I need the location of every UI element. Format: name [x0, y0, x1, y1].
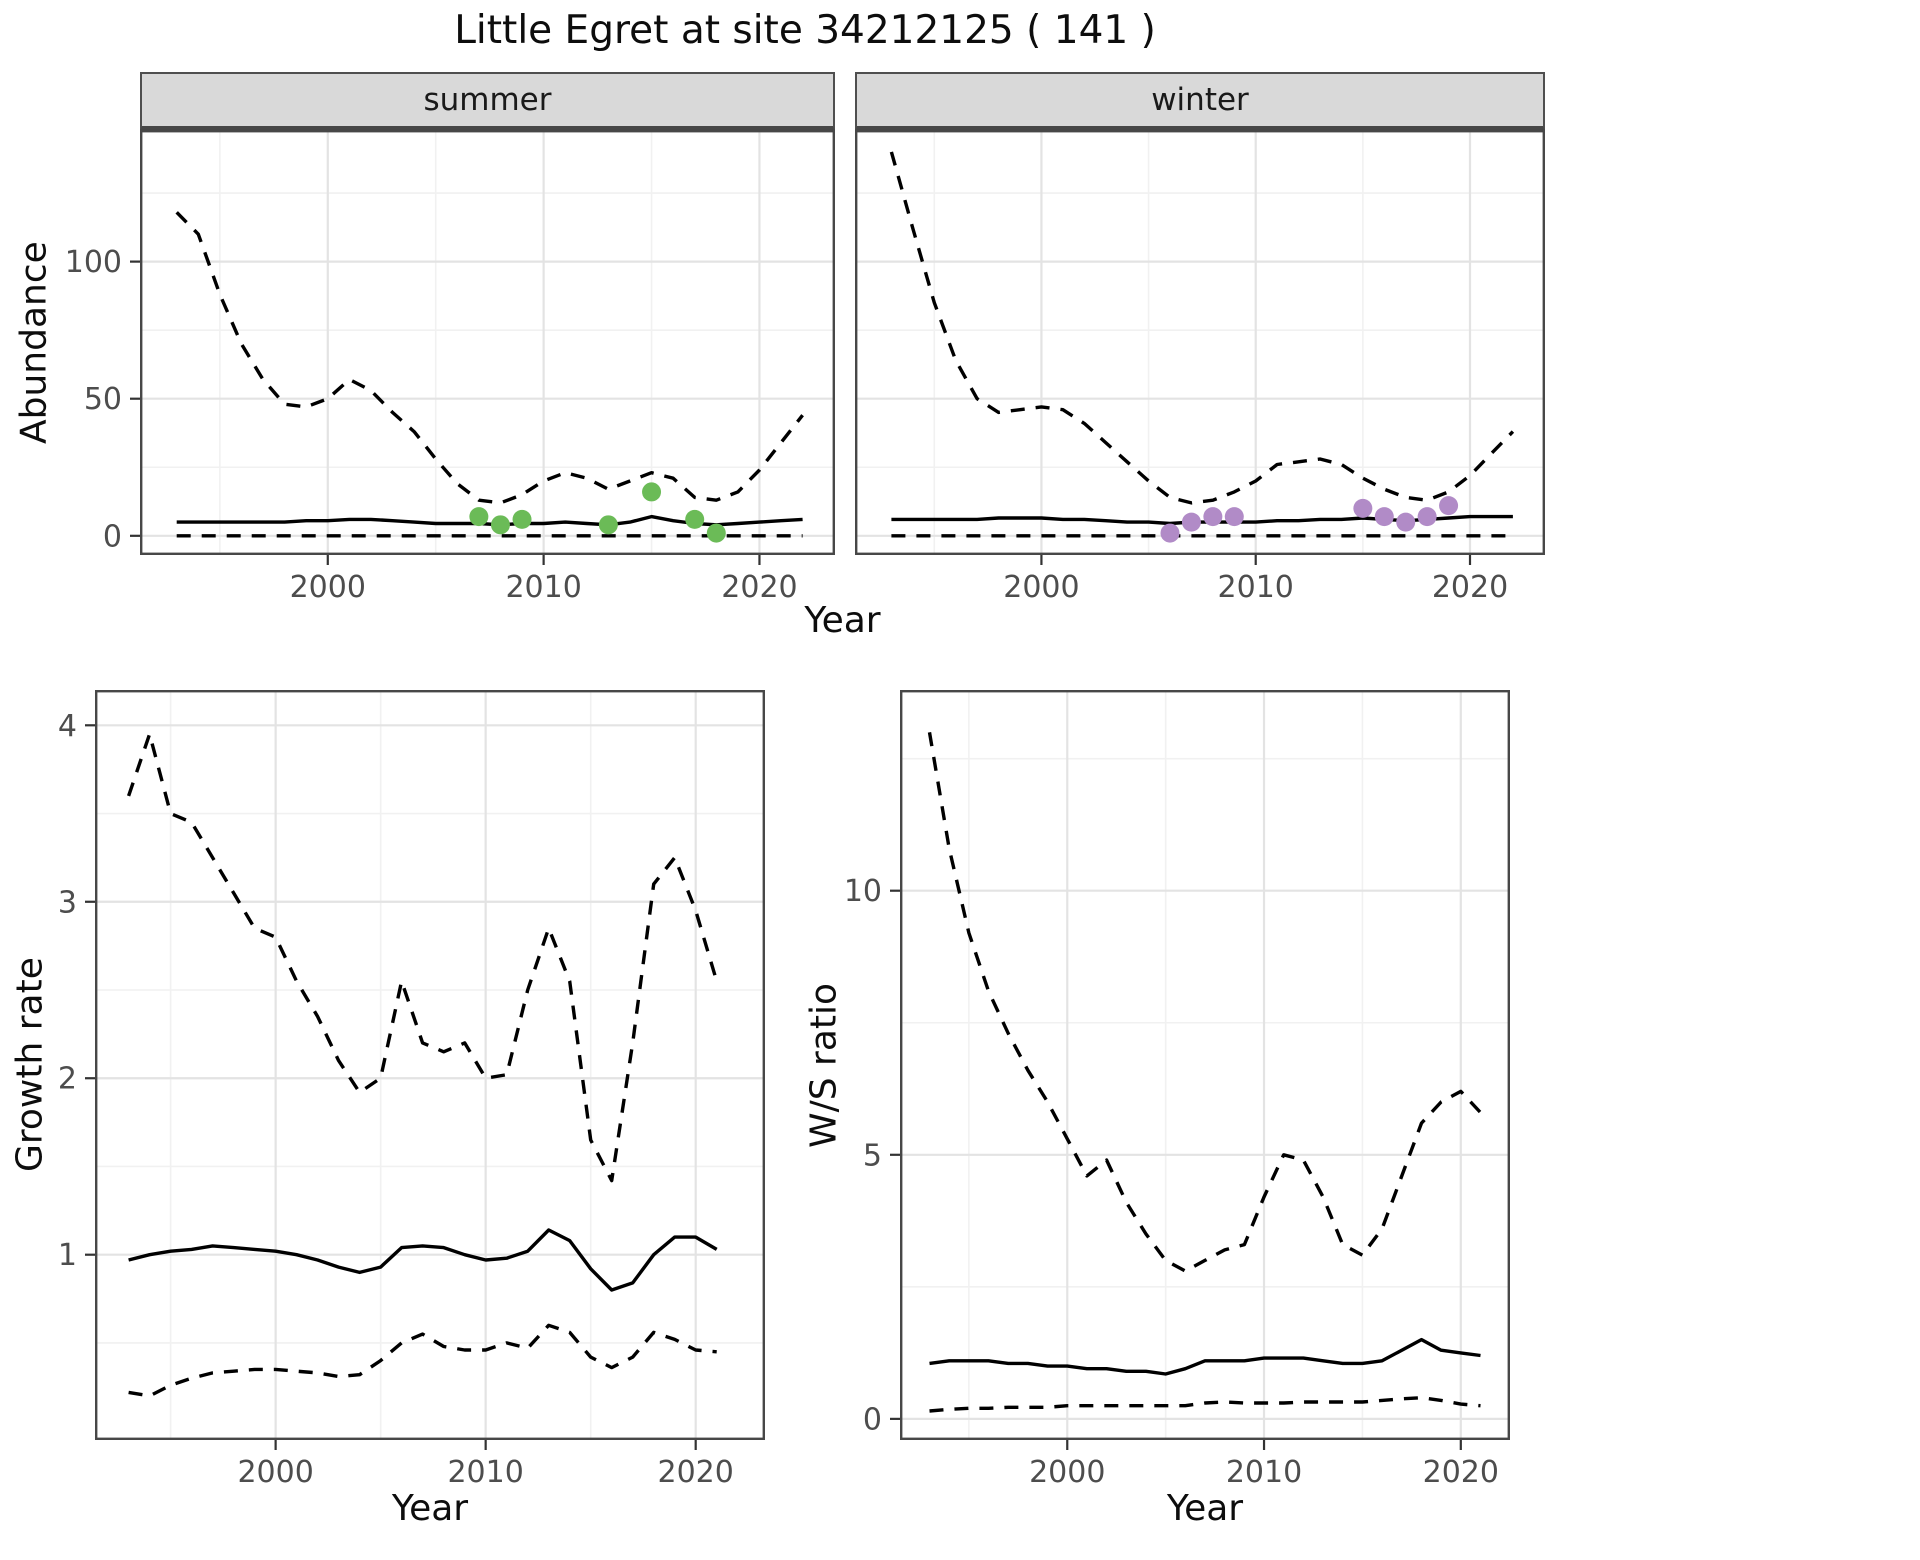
facet-strip-winter-label: winter	[1151, 82, 1249, 118]
ws-year-axis-title: Year	[1166, 1488, 1244, 1529]
svg-text:2020: 2020	[1432, 570, 1508, 605]
svg-text:2000: 2000	[1003, 570, 1079, 605]
growth-rate-axis-title: Growth rate	[9, 957, 51, 1173]
svg-text:1: 1	[58, 1238, 77, 1273]
svg-text:2020: 2020	[658, 1455, 734, 1490]
svg-text:2000: 2000	[290, 570, 366, 605]
svg-text:2020: 2020	[721, 570, 797, 605]
chart-title: Little Egret at site 34212125 ( 141 )	[454, 8, 1156, 53]
svg-text:4: 4	[58, 709, 77, 744]
svg-text:3: 3	[58, 885, 77, 920]
growth-year-axis-title: Year	[391, 1488, 469, 1529]
svg-text:2020: 2020	[1423, 1455, 1499, 1490]
ws-ratio-axis-title: W/S ratio	[803, 982, 845, 1148]
svg-text:5: 5	[863, 1138, 882, 1173]
svg-text:2010: 2010	[1218, 570, 1294, 605]
svg-text:2010: 2010	[505, 570, 581, 605]
growth-rate-panel: 2000 2010 2020 1 2 3 4	[58, 690, 765, 1490]
svg-text:2000: 2000	[1029, 1455, 1105, 1490]
ws-ratio-panel: 2000 2010 2020 0 5 10	[844, 690, 1510, 1490]
svg-text:2010: 2010	[1226, 1455, 1302, 1490]
svg-text:10: 10	[844, 874, 882, 909]
facet-strip-summer-label: summer	[423, 82, 552, 118]
facet-strip-winter: winter	[855, 72, 1545, 130]
abundance-summer-panel: 2000 2010 2020 0 50 100	[65, 130, 835, 605]
svg-text:100: 100	[65, 245, 122, 280]
svg-text:0: 0	[103, 519, 122, 554]
svg-text:2000: 2000	[237, 1455, 313, 1490]
svg-text:2: 2	[58, 1062, 77, 1097]
svg-text:50: 50	[84, 382, 122, 417]
svg-text:0: 0	[863, 1402, 882, 1437]
svg-text:2010: 2010	[447, 1455, 523, 1490]
facet-strip-summer: summer	[140, 72, 835, 130]
abundance-axis-title: Abundance	[13, 241, 55, 444]
top-year-axis-title: Year	[804, 600, 881, 641]
abundance-winter-panel: 2000 2010 2020	[855, 130, 1545, 605]
